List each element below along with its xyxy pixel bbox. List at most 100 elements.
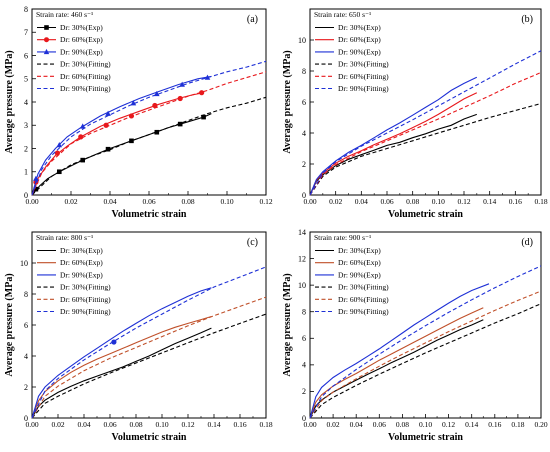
panel-c: 0.00 0.02 0.04 0.06 0.08 0.10 0.12 0.14 0.16 0.18… (4, 231, 273, 443)
x-axis-label: Volumetric strain (388, 432, 463, 443)
series-line-4 (309, 102, 542, 196)
y-tick-label: 1 (24, 168, 28, 177)
y-tick-label: 0 (24, 414, 28, 423)
legend-entry: Dr: 60%(Exp) (60, 258, 103, 267)
series-line-1 (31, 327, 212, 419)
legend-marker-triangle (43, 48, 50, 55)
x-tick-label: 0.16 (509, 197, 522, 206)
y-tick-label: 6 (302, 334, 306, 343)
series-line-3 (309, 76, 478, 196)
x-tick-label: 0.06 (142, 197, 155, 206)
legend-entry: Dr: 60%(Exp) (60, 35, 103, 44)
x-tick-label: 0.10 (419, 420, 432, 429)
legend-entry: Dr: 30%(Exp) (338, 23, 381, 32)
x-tick-label: 0.00 (25, 420, 38, 429)
x-tick-label: 0.14 (207, 420, 220, 429)
plot-series (31, 266, 267, 419)
legend-entry: Dr: 60%(Fitting) (338, 72, 389, 81)
x-tick-label: 0.14 (465, 420, 478, 429)
x-tick-label: 0.06 (373, 420, 386, 429)
x-tick-label: 0.02 (327, 420, 340, 429)
legend-entry: Dr: 30%(Exp) (338, 246, 381, 255)
y-tick-label: 12 (298, 254, 306, 263)
panel-d: 0.00 0.02 0.04 0.06 0.08 0.10 0.12 0.14 0.16 0.18… (282, 228, 548, 443)
series-line-3 (309, 283, 490, 419)
x-tick-label: 0.08 (181, 197, 194, 206)
series-line-3 (31, 287, 212, 419)
x-axis-label: Volumetric strain (112, 432, 187, 443)
x-tick-label: 0.18 (259, 420, 272, 429)
data-point-square (177, 121, 183, 127)
data-point-circle (152, 102, 158, 109)
y-tick-label: 14 (298, 228, 306, 237)
data-point-circle (199, 90, 205, 96)
series-line-5 (309, 71, 542, 196)
data-point-square (129, 138, 134, 144)
y-tick-label: 8 (24, 5, 28, 14)
x-tick-label: 0.18 (511, 420, 524, 429)
x-axis-label: Volumetric strain (388, 209, 463, 220)
legend-entry: Dr: 90%(Fitting) (338, 84, 389, 93)
y-tick-label: 8 (302, 67, 306, 76)
plot-series (309, 50, 542, 196)
x-tick-label: 0.04 (77, 420, 90, 429)
x-tick-label: 0.20 (534, 420, 547, 429)
x-tick-label: 0.12 (442, 420, 455, 429)
legend-entry: Dr: 30%(Fitting) (60, 60, 111, 69)
y-axis-label: Average pressure (MPa) (4, 50, 15, 153)
x-tick-label: 0.10 (220, 197, 233, 206)
legend-entry: Dr: 90%(Exp) (338, 47, 381, 56)
y-tick-label: 8 (24, 290, 28, 299)
x-tick-label: 0.10 (432, 197, 445, 206)
y-tick-label: 7 (24, 28, 28, 37)
y-axis-label: Average pressure (MPa) (282, 273, 293, 376)
x-tick-label: 0.02 (51, 420, 64, 429)
x-tick-label: 0.02 (64, 197, 77, 206)
x-tick-label: 0.00 (25, 197, 38, 206)
y-tick-label: 0 (24, 191, 28, 200)
x-tick-label: 0.12 (259, 197, 272, 206)
y-tick-label: 0 (302, 191, 306, 200)
legend: Strain rate: 650 s⁻¹ Dr: 30%(Exp) Dr: 60%(… (314, 10, 389, 93)
series-line-5 (309, 290, 542, 419)
y-tick-label: 4 (302, 129, 306, 138)
series-line-5 (31, 296, 267, 419)
x-tick-label: 0.00 (303, 420, 316, 429)
series-line-4 (31, 313, 267, 419)
y-tick-label: 2 (24, 144, 28, 153)
x-tick-label: 0.02 (329, 197, 342, 206)
series-line-4 (309, 303, 542, 419)
x-tick-label: 0.06 (103, 420, 116, 429)
legend: Strain rate: 900 s⁻¹ Dr: 30%(Exp) Dr: 60%(… (314, 233, 389, 316)
strain-rate-label: Strain rate: 460 s⁻¹ (36, 10, 93, 19)
data-point-square (154, 129, 160, 135)
data-point-square (105, 146, 111, 152)
y-tick-label: 6 (302, 98, 306, 107)
legend-entry: Dr: 30%(Fitting) (60, 283, 111, 292)
x-tick-label: 0.14 (483, 197, 496, 206)
legend-entry: Dr: 90%(Fitting) (60, 307, 111, 316)
strain-rate-label: Strain rate: 800 s⁻¹ (36, 233, 93, 242)
series-line-6 (31, 266, 267, 419)
legend: Strain rate: 460 s⁻¹ Dr: 30%(Exp) Dr: 60%(… (36, 10, 111, 93)
series-line-1 (309, 319, 484, 419)
legend-marker-circle (44, 37, 49, 43)
legend-entry: Dr: 90%(Fitting) (338, 307, 389, 316)
legend: Strain rate: 800 s⁻¹ Dr: 30%(Exp) Dr: 60%(… (36, 233, 111, 316)
x-tick-label: 0.16 (488, 420, 501, 429)
legend-entry: Dr: 30%(Exp) (60, 23, 103, 32)
legend-marker-square (44, 25, 49, 30)
y-tick-label: 6 (24, 321, 28, 330)
legend-entry: Dr: 30%(Fitting) (338, 60, 389, 69)
series-line-3 (31, 75, 212, 196)
plot-series (31, 60, 267, 196)
series-line-2 (31, 315, 212, 419)
legend-entry: Dr: 60%(Exp) (338, 35, 381, 44)
y-tick-label: 4 (24, 98, 28, 107)
data-point-triangle (204, 74, 211, 80)
y-tick-label: 10 (298, 281, 306, 290)
y-tick-label: 5 (24, 75, 28, 84)
legend-entry: Dr: 60%(Fitting) (338, 295, 389, 304)
legend-entry: Dr: 30%(Exp) (60, 246, 103, 255)
series-line-6 (309, 265, 542, 419)
